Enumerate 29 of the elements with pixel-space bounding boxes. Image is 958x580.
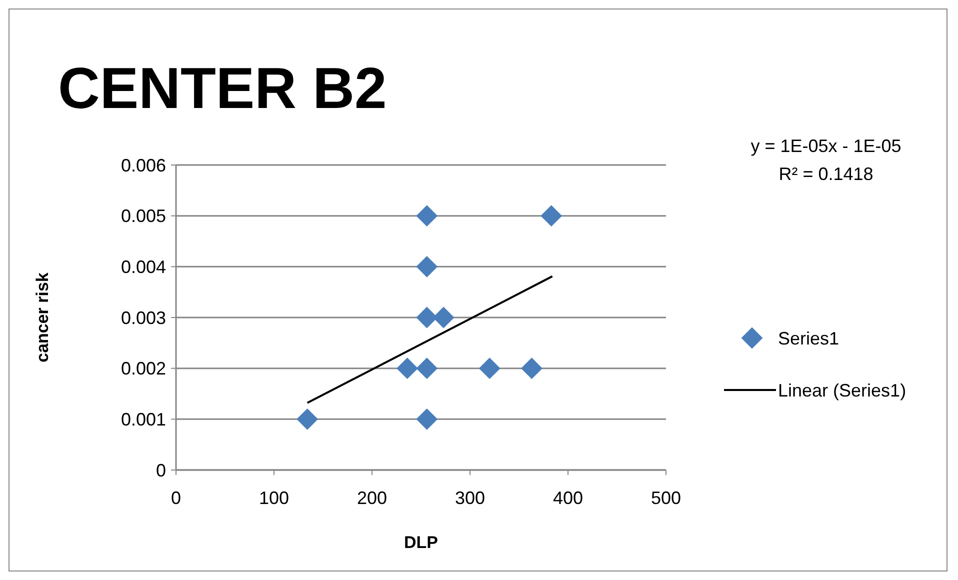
x-tick-label: 500 [650, 488, 682, 508]
x-tick-label: 200 [356, 488, 388, 508]
x-tick-label: 100 [258, 488, 290, 508]
point [296, 408, 318, 430]
x-tick-label: 300 [454, 488, 486, 508]
y-axis-title: cancer risk [33, 272, 52, 362]
point [521, 358, 542, 380]
point [540, 205, 562, 227]
point [478, 358, 500, 380]
legend-label: Linear (Series1) [778, 380, 906, 400]
point [416, 358, 438, 380]
y-tick-label: 0.001 [120, 409, 166, 430]
y-tick-label: 0.004 [120, 256, 166, 277]
y-tick-label: 0 [156, 460, 166, 480]
x-tick-label: 400 [552, 488, 584, 508]
legend-label: Series1 [778, 328, 840, 348]
text: R² = 0.1418 [778, 164, 874, 184]
chart-title: CENTER B2 [58, 56, 387, 121]
text: y = 1E-05x - 1E-05 [750, 136, 902, 156]
x-axis-title: DLP [404, 533, 438, 552]
x-tick-label: 0 [170, 488, 182, 508]
point [416, 256, 438, 278]
y-tick-label: 0.002 [120, 358, 166, 379]
point [396, 358, 418, 380]
y-tick-label: 0.005 [120, 206, 166, 226]
y-tick-label: 0.006 [120, 155, 166, 176]
point [416, 408, 438, 430]
y-tick-label: 0.003 [120, 308, 166, 328]
point [416, 205, 438, 227]
